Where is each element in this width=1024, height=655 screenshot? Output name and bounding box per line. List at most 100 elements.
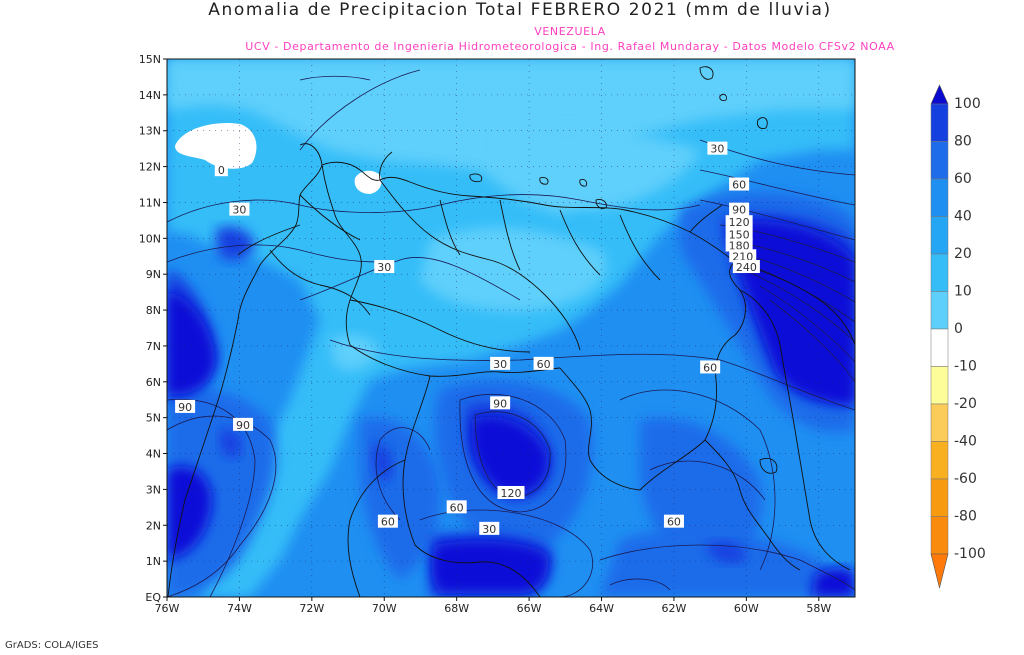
- contour-label: 0: [214, 163, 228, 177]
- lon-label-62w: 62W: [662, 602, 687, 615]
- svg-text:60: 60: [703, 361, 717, 374]
- legend-label: 100: [954, 96, 981, 112]
- grads-footer: GrADS: COLA/IGES: [5, 640, 99, 651]
- contour-label: 120: [497, 485, 525, 500]
- lat-label-8n: 8N: [146, 304, 161, 317]
- svg-text:60: 60: [667, 516, 681, 529]
- lat-label-11n: 11N: [139, 196, 161, 209]
- svg-text:90: 90: [178, 401, 192, 414]
- legend-swatch: [930, 253, 949, 292]
- svg-text:0: 0: [218, 164, 225, 177]
- lat-label-14n: 14N: [139, 89, 161, 102]
- lat-label-10n: 10N: [139, 232, 161, 245]
- lon-label-66w: 66W: [517, 602, 542, 615]
- svg-text:60: 60: [732, 179, 746, 192]
- map-subtitle: VENEZUELA: [534, 25, 606, 38]
- legend-swatch: [930, 366, 949, 405]
- legend-swatch: [930, 291, 949, 330]
- lon-label-76w: 76W: [155, 602, 180, 615]
- contour-label: 30: [479, 521, 500, 536]
- contour-label: 60: [700, 360, 721, 374]
- contour-label: 240: [732, 260, 760, 274]
- lat-label-13n: 13N: [139, 125, 161, 138]
- legend-bottom-cap: [930, 553, 949, 589]
- map-title: Anomalia de Precipitacion Total FEBRERO …: [208, 0, 832, 20]
- legend-swatch: [930, 403, 949, 442]
- lon-label-60w: 60W: [734, 602, 759, 615]
- contour-label: 120: [725, 215, 753, 229]
- svg-text:30: 30: [710, 143, 724, 156]
- legend-swatch: [930, 141, 949, 180]
- svg-text:90: 90: [236, 419, 250, 432]
- legend-swatch: [930, 516, 949, 555]
- longitude-labels: 76W 74W 72W 70W 68W 66W 64W 62W 60W 58W: [155, 597, 831, 615]
- legend-label: -60: [954, 471, 977, 487]
- contour-label: 30: [229, 202, 250, 217]
- map-frame: [166, 58, 856, 598]
- contour-label: 90: [729, 202, 750, 217]
- legend-label: 80: [954, 134, 972, 150]
- lon-label-70w: 70W: [372, 602, 397, 615]
- legend-swatch: [930, 178, 949, 217]
- legend-top-cap: [930, 84, 949, 105]
- svg-text:180: 180: [729, 240, 750, 253]
- contour-label: 60: [663, 514, 684, 529]
- lat-label-9n: 9N: [146, 268, 161, 281]
- contour-label: 90: [490, 396, 511, 410]
- country-borders: [167, 66, 855, 597]
- contour-label: 30: [707, 141, 728, 156]
- contour-label: 60: [377, 514, 398, 529]
- contour-label: 90: [175, 399, 196, 414]
- svg-text:120: 120: [501, 487, 522, 500]
- legend-label: -40: [954, 434, 977, 450]
- legend-swatch: [930, 216, 949, 255]
- svg-text:30: 30: [493, 358, 507, 371]
- svg-text:60: 60: [381, 516, 395, 529]
- svg-text:240: 240: [736, 261, 757, 274]
- svg-text:210: 210: [732, 250, 753, 263]
- legend-swatch: [930, 328, 949, 367]
- lat-label-7n: 7N: [146, 340, 161, 353]
- svg-text:150: 150: [729, 229, 750, 242]
- svg-text:120: 120: [729, 216, 750, 229]
- svg-text:90: 90: [493, 397, 507, 410]
- contour-label: 60: [729, 177, 750, 192]
- lat-label-eq: EQ: [145, 591, 161, 604]
- lat-label-3n: 3N: [146, 483, 161, 496]
- contour-label: 150: [725, 227, 753, 242]
- lon-label-72w: 72W: [299, 602, 324, 615]
- svg-text:90: 90: [732, 204, 746, 217]
- contour-label: 60: [446, 500, 467, 514]
- svg-text:60: 60: [537, 358, 551, 371]
- svg-text:30: 30: [232, 204, 246, 217]
- contour-label: 180: [725, 238, 753, 253]
- lat-label-6n: 6N: [146, 376, 161, 389]
- lon-label-64w: 64W: [589, 602, 614, 615]
- latitude-labels: 15N 14N 13N 12N 11N 10N 9N 8N 7N 6N 5N 4N 3N 2N 1N EQ: [139, 53, 167, 604]
- legend-label: 20: [954, 246, 972, 262]
- contour-label: 90: [233, 417, 254, 432]
- legend-label: 10: [954, 284, 972, 300]
- legend-label: -80: [954, 509, 977, 525]
- lon-label-74w: 74W: [227, 602, 252, 615]
- svg-text:30: 30: [482, 523, 496, 536]
- legend-label: 60: [954, 171, 972, 187]
- contour-label: 30: [374, 260, 395, 274]
- legend-label: -10: [954, 359, 977, 375]
- lat-label-12n: 12N: [139, 161, 161, 174]
- graticule: [167, 59, 855, 597]
- lat-label-5n: 5N: [146, 412, 161, 425]
- legend-label: 0: [954, 321, 963, 337]
- legend-swatch: [930, 478, 949, 517]
- legend-swatch: [930, 441, 949, 480]
- svg-text:60: 60: [450, 501, 464, 514]
- lon-label-58w: 58W: [806, 602, 831, 615]
- map-credits: UCV - Departamento de Ingenieria Hidrome…: [245, 40, 895, 53]
- contour-label: 210: [729, 249, 757, 263]
- contour-label: 60: [533, 356, 554, 371]
- contour-label: 30: [490, 356, 511, 371]
- legend-label: -20: [954, 396, 977, 412]
